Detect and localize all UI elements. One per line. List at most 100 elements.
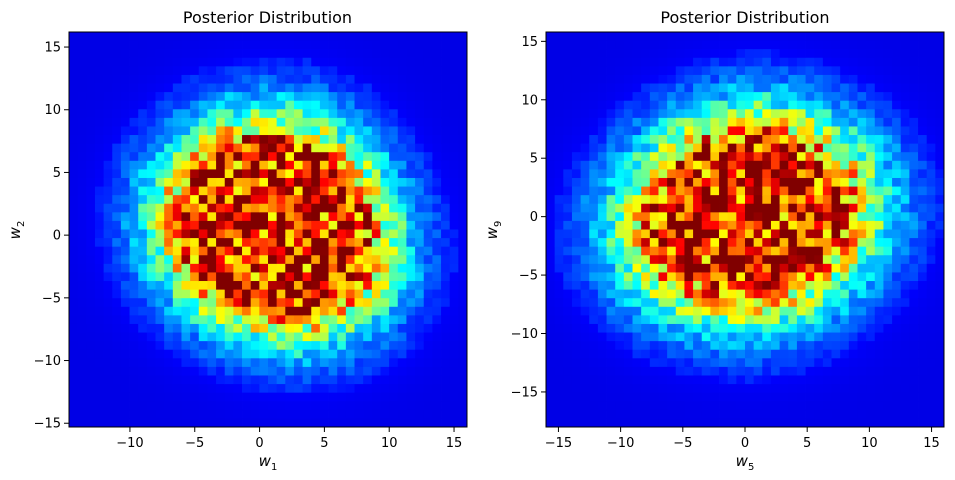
- heatmap-cell: [311, 229, 321, 239]
- heatmap-cell: [918, 272, 928, 282]
- heatmap-cell: [597, 203, 607, 213]
- heatmap-cell: [675, 392, 685, 402]
- heatmap-cell: [293, 186, 304, 196]
- heatmap-cell: [848, 349, 858, 359]
- heatmap-cell: [389, 358, 399, 368]
- heatmap-cell: [164, 220, 174, 230]
- heatmap-cell: [112, 392, 122, 402]
- heatmap-cell: [883, 375, 893, 385]
- heatmap-cell: [371, 229, 381, 239]
- heatmap-cell: [571, 135, 582, 145]
- heatmap-cell: [207, 315, 217, 325]
- heatmap-cell: [597, 289, 607, 299]
- heatmap-cell: [380, 66, 390, 76]
- heatmap-cell: [788, 323, 798, 333]
- heatmap-cell: [389, 238, 399, 248]
- heatmap-cell: [94, 323, 105, 333]
- heatmap-cell: [727, 341, 737, 351]
- heatmap-cell: [293, 220, 304, 230]
- heatmap-cell: [701, 49, 711, 59]
- heatmap-cell: [86, 83, 96, 93]
- heatmap-cell: [397, 392, 407, 402]
- heatmap-cell: [935, 315, 945, 325]
- heatmap-cell: [86, 315, 96, 325]
- heatmap-cell: [311, 152, 321, 162]
- heatmap-cell: [397, 289, 407, 299]
- heatmap-cell: [319, 195, 329, 205]
- heatmap-cell: [259, 306, 269, 316]
- heatmap-cell: [814, 126, 824, 136]
- heatmap-cell: [546, 366, 556, 376]
- heatmap-cell: [779, 392, 789, 402]
- heatmap-cell: [103, 195, 113, 205]
- heatmap-cell: [753, 263, 763, 273]
- heatmap-cell: [181, 83, 191, 93]
- heatmap-cell: [181, 177, 191, 187]
- heatmap-cell: [788, 83, 798, 93]
- heatmap-cell: [432, 281, 442, 291]
- heatmap-cell: [571, 152, 582, 162]
- heatmap-cell: [190, 143, 200, 153]
- heatmap-cell: [138, 220, 148, 230]
- heatmap-cell: [224, 358, 234, 368]
- heatmap-cell: [363, 418, 373, 428]
- heatmap-cell: [311, 57, 321, 67]
- heatmap-cell: [146, 186, 156, 196]
- heatmap-cell: [302, 92, 312, 102]
- heatmap-cell: [172, 152, 182, 162]
- heatmap-cell: [563, 100, 573, 110]
- heatmap-cell: [762, 92, 772, 102]
- heatmap-cell: [796, 298, 806, 308]
- heatmap-cell: [77, 203, 87, 213]
- heatmap-cell: [788, 203, 798, 213]
- heatmap-cell: [155, 392, 165, 402]
- heatmap-cell: [276, 323, 286, 333]
- heatmap-cell: [432, 186, 442, 196]
- heatmap-cell: [935, 203, 945, 213]
- heatmap-cell: [554, 401, 564, 411]
- heatmap-cell: [354, 203, 364, 213]
- heatmap-cell: [580, 229, 590, 239]
- heatmap-cell: [840, 384, 850, 394]
- heatmap-cell: [103, 401, 113, 411]
- heatmap-cell: [805, 49, 815, 59]
- heatmap-cell: [831, 315, 841, 325]
- heatmap-cell: [770, 238, 781, 248]
- heatmap-cell: [554, 315, 564, 325]
- heatmap-cell: [146, 74, 156, 84]
- heatmap-cell: [926, 272, 936, 282]
- heatmap-cell: [563, 126, 573, 136]
- heatmap-cell: [224, 143, 234, 153]
- heatmap-cell: [883, 117, 893, 127]
- heatmap-cell: [935, 135, 945, 145]
- heatmap-cell: [155, 289, 165, 299]
- heatmap-cell: [935, 366, 945, 376]
- heatmap-cell: [363, 92, 373, 102]
- heatmap-cell: [848, 341, 858, 351]
- heatmap-cell: [138, 117, 148, 127]
- heatmap-cell: [719, 332, 729, 342]
- heatmap-cell: [250, 341, 260, 351]
- heatmap-cell: [112, 375, 122, 385]
- heatmap-cell: [164, 384, 174, 394]
- heatmap-cell: [155, 409, 165, 419]
- heatmap-cell: [909, 152, 919, 162]
- heatmap-cell: [337, 366, 347, 376]
- heatmap-cell: [363, 66, 373, 76]
- heatmap-cell: [632, 263, 642, 273]
- heatmap-cell: [926, 66, 936, 76]
- heatmap-cell: [276, 401, 286, 411]
- heatmap-cell: [546, 289, 556, 299]
- heatmap-cell: [293, 100, 304, 110]
- x-tick-label: −10: [116, 436, 143, 451]
- heatmap-cell: [736, 281, 746, 291]
- heatmap-cell: [268, 281, 278, 291]
- heatmap-cell: [172, 306, 182, 316]
- heatmap-cell: [354, 418, 364, 428]
- heatmap-cell: [805, 366, 815, 376]
- heatmap-cell: [615, 126, 625, 136]
- heatmap-cell: [155, 384, 165, 394]
- heatmap-cell: [458, 203, 468, 213]
- heatmap-cell: [546, 229, 556, 239]
- heatmap-cell: [770, 186, 781, 196]
